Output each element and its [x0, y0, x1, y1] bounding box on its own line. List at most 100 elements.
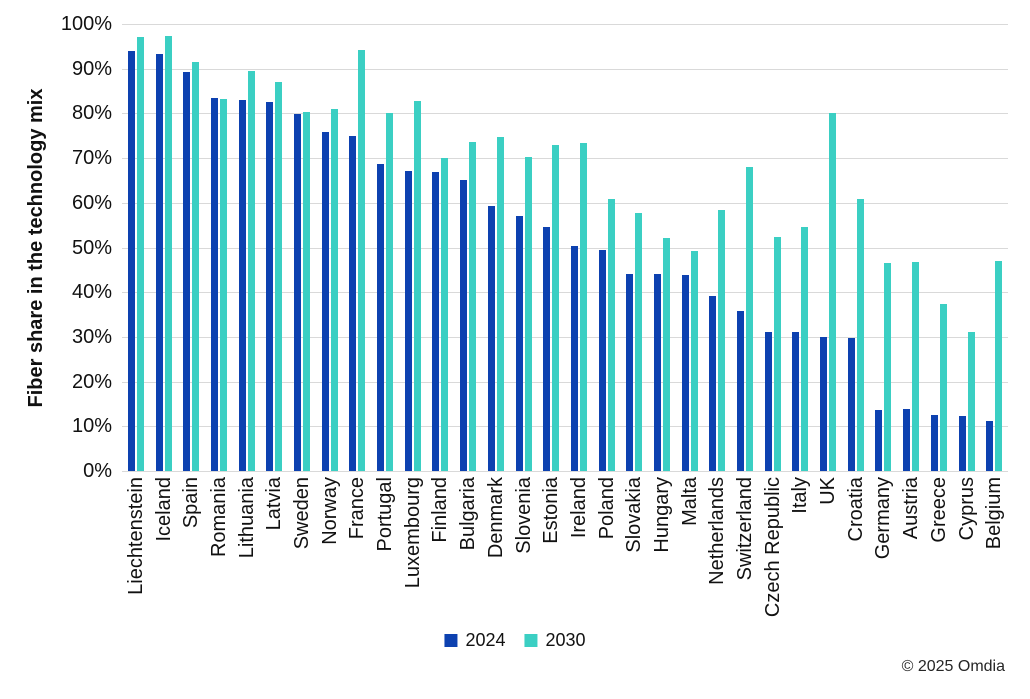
x-category-label: Germany: [872, 477, 895, 560]
gridline: [122, 113, 1008, 115]
bar-2024: [570, 245, 578, 471]
bar-2024: [543, 226, 551, 471]
x-category-label: Portugal: [374, 477, 396, 552]
bar-2024: [653, 273, 661, 471]
x-category-label: UK: [817, 477, 839, 505]
bar-2030: [275, 82, 283, 471]
y-tick-label: 60%: [71, 191, 112, 214]
y-tick-label: 100%: [60, 13, 112, 35]
bar-2030: [524, 156, 532, 471]
bar-2024: [792, 331, 800, 471]
bar-2024: [183, 72, 191, 471]
x-category-label: Finland: [429, 477, 452, 543]
bar-2030: [829, 112, 836, 471]
bar-2030: [912, 261, 920, 471]
x-category-label: Estonia: [540, 477, 563, 544]
x-category-label: Iceland: [152, 477, 175, 542]
x-category-label: Norway: [318, 477, 341, 545]
x-category-label: Italy: [789, 477, 812, 514]
x-category-label: Ireland: [567, 477, 590, 539]
y-tick-label: 50%: [71, 236, 112, 259]
legend-item: 2030: [524, 630, 586, 651]
bar-2024: [764, 332, 772, 471]
legend-label: 2024: [465, 630, 506, 650]
bar-2030: [358, 49, 366, 471]
gridline: [122, 24, 1008, 25]
y-tick-label: 40%: [71, 281, 112, 304]
bar-2030: [413, 100, 421, 471]
bar-2030: [939, 303, 947, 471]
x-category-label: Poland: [595, 477, 618, 540]
bar-2024: [487, 205, 495, 471]
gridline: [122, 471, 1008, 472]
bar-2030: [192, 61, 200, 471]
bar-2024: [460, 180, 468, 471]
x-category-label: Romania: [207, 477, 230, 558]
legend-item: 2024: [444, 630, 506, 651]
x-category-label: Lithuania: [235, 477, 258, 559]
bar-2030: [136, 36, 144, 471]
bar-2030: [219, 98, 227, 471]
bar-2030: [746, 166, 753, 471]
x-category-label: Austria: [900, 477, 923, 540]
bar-2030: [718, 209, 726, 471]
x-category-label: Latvia: [263, 477, 286, 531]
y-tick-label: 20%: [71, 370, 112, 393]
gridline: [122, 158, 1008, 160]
bar-2030: [247, 71, 255, 471]
x-category-label: Malta: [678, 477, 701, 526]
bar-2030: [662, 238, 670, 471]
bar-2024: [432, 171, 440, 471]
bar-2030: [552, 145, 560, 471]
bar-2030: [386, 113, 393, 471]
bar-2024: [820, 337, 827, 471]
bar-2024: [155, 53, 163, 471]
x-category-label: Greece: [927, 477, 950, 543]
bar-2024: [321, 132, 329, 471]
bar-2030: [884, 263, 892, 471]
legend-label: 2030: [545, 630, 586, 650]
bar-2024: [238, 99, 246, 471]
x-category-label: Hungary: [650, 477, 673, 553]
bar-2024: [986, 420, 994, 471]
bar-2024: [404, 171, 412, 471]
bar-2024: [681, 275, 689, 471]
y-tick-label: 30%: [71, 325, 112, 348]
y-tick-label: 90%: [71, 57, 112, 80]
bar-2030: [995, 260, 1003, 471]
copyright-text: © 2025 Omdia: [901, 658, 1005, 675]
bar-2024: [515, 216, 523, 471]
x-category-label: France: [346, 477, 369, 540]
bar-2030: [441, 158, 449, 471]
x-category-label: Luxembourg: [401, 477, 424, 589]
x-category-label: Czech Republic: [761, 477, 784, 618]
x-category-label: Bulgaria: [457, 477, 480, 551]
gridline: [122, 68, 1008, 70]
y-tick-label: 0%: [83, 460, 112, 482]
legend: 2024 2030: [444, 630, 586, 651]
x-category-label: Slovakia: [623, 477, 646, 553]
bar-2030: [856, 198, 864, 471]
bar-2024: [294, 114, 301, 471]
bar-2030: [801, 227, 809, 471]
gridline: [122, 247, 1008, 249]
bar-2024: [875, 410, 883, 471]
bar-2024: [210, 97, 218, 471]
bar-2024: [737, 310, 744, 471]
bar-2030: [773, 237, 781, 471]
bar-2030: [496, 136, 504, 471]
bar-2030: [967, 332, 975, 471]
bar-2024: [847, 338, 855, 471]
gridline: [122, 202, 1008, 204]
x-category-label: Slovenia: [512, 477, 535, 554]
bar-2024: [127, 50, 135, 471]
x-category-label: Switzerland: [734, 477, 756, 581]
bar-2024: [709, 296, 717, 471]
bar-2030: [303, 112, 310, 471]
gridline: [122, 336, 1008, 338]
gridline: [122, 292, 1008, 294]
x-category-label: Denmark: [484, 477, 507, 559]
x-category-label: Belgium: [983, 477, 1006, 550]
bar-2024: [903, 409, 911, 471]
